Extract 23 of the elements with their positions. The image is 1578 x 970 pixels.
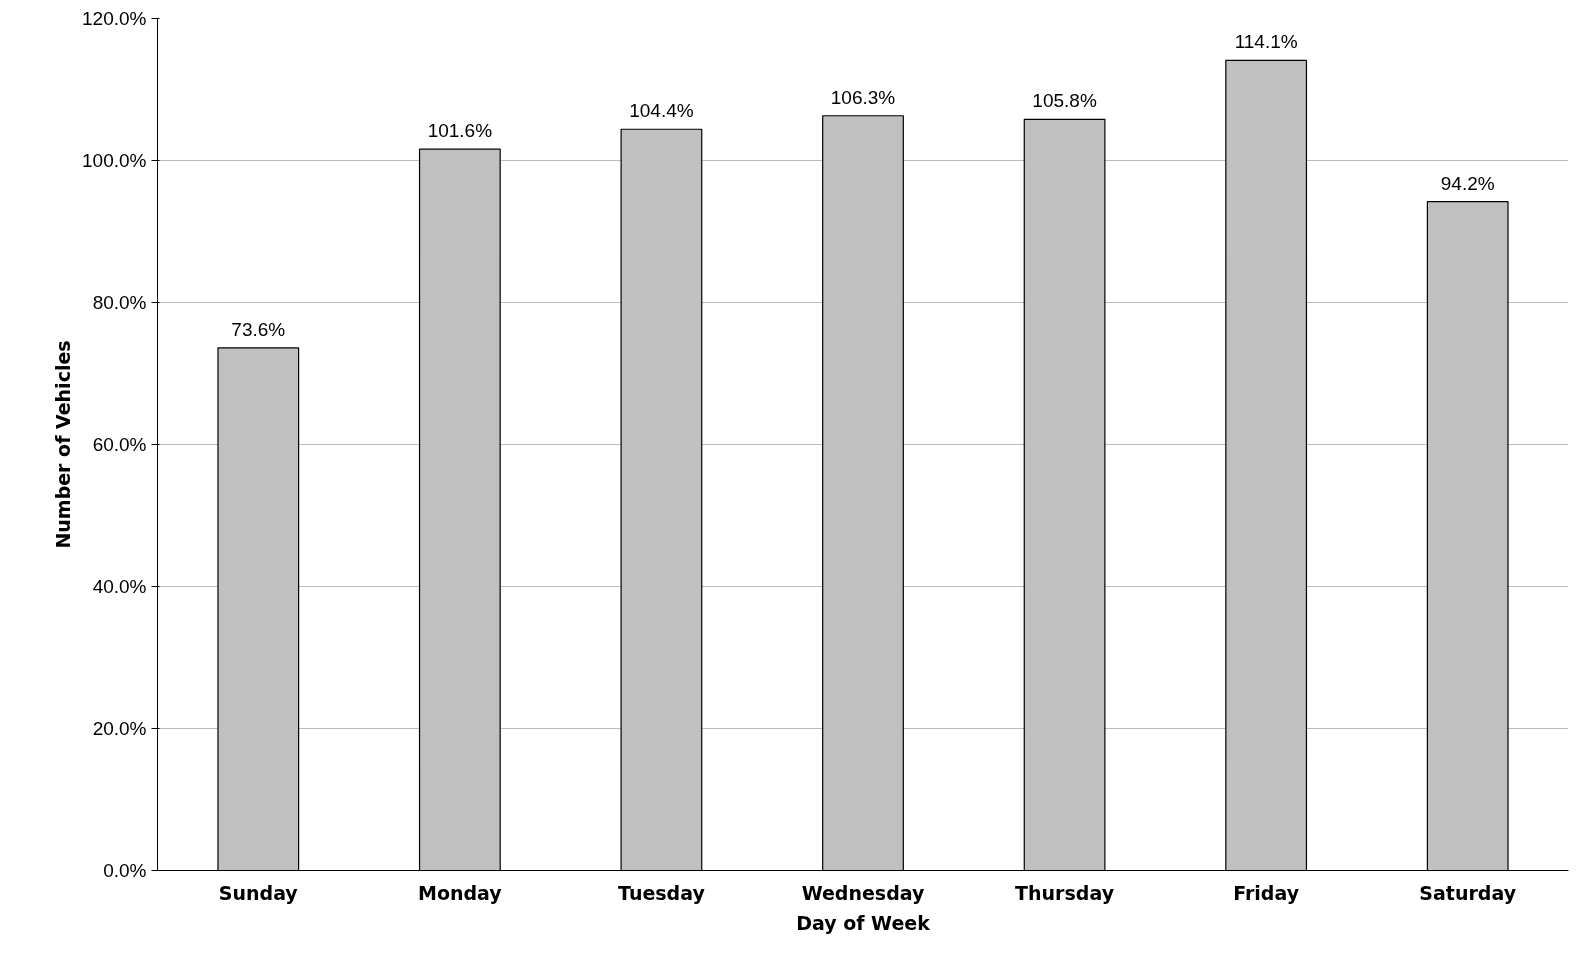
y-tick-label: 120.0%	[82, 8, 147, 29]
y-tick-label: 20.0%	[92, 718, 147, 739]
data-label: 114.1%	[1234, 31, 1298, 53]
data-label: 104.4%	[629, 100, 694, 122]
data-label: 105.8%	[1032, 90, 1097, 112]
y-axis-title: Number of Vehicles	[52, 340, 75, 549]
y-tick-label: 80.0%	[92, 292, 147, 313]
data-label: 73.6%	[231, 318, 286, 340]
x-tick-label: Friday	[1233, 881, 1300, 904]
x-tick-label: Sunday	[218, 881, 299, 904]
data-label: 101.6%	[427, 120, 493, 142]
y-tick-label: 40.0%	[92, 576, 147, 597]
x-tick-label: Tuesday	[618, 881, 706, 904]
y-tick-label: 100.0%	[82, 150, 147, 171]
x-tick-label: Wednesday	[801, 881, 925, 904]
x-tick-label: Monday	[418, 881, 503, 904]
data-label: 94.2%	[1440, 172, 1495, 194]
y-tick-label: 0.0%	[103, 860, 147, 881]
x-axis-title: Day of Week	[796, 911, 931, 934]
x-tick-label: Thursday	[1015, 881, 1115, 904]
y-tick-label: 60.0%	[92, 434, 147, 455]
x-tick-label: Saturday	[1419, 881, 1517, 904]
data-label: 106.3%	[830, 86, 896, 108]
